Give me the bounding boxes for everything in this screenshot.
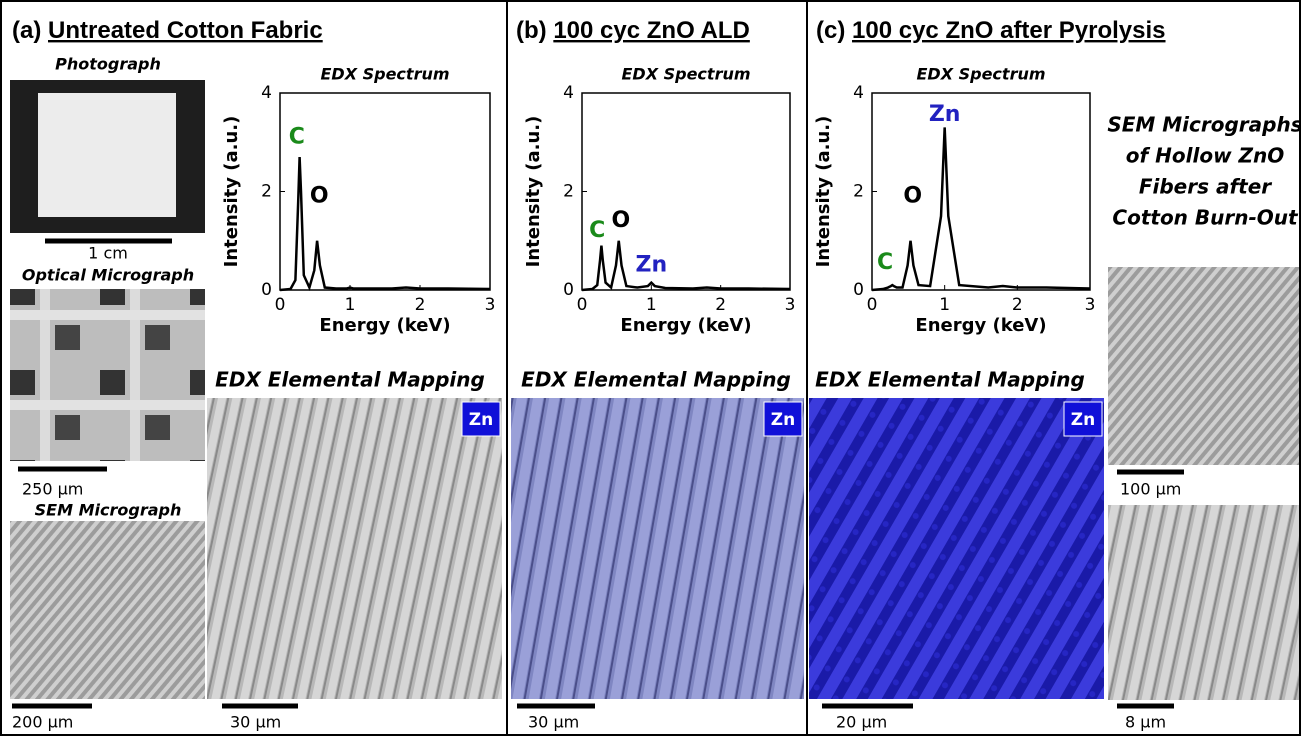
y-axis-label: Intensity (a.u.) bbox=[813, 116, 834, 268]
y-tick-label: 4 bbox=[261, 83, 272, 103]
scale-label: 8 µm bbox=[1125, 713, 1166, 732]
x-tick-label: 0 bbox=[275, 295, 286, 315]
peak-label: O bbox=[611, 208, 630, 233]
x-tick-label: 3 bbox=[1085, 295, 1096, 315]
x-tick-label: 3 bbox=[785, 295, 796, 315]
mapping-image bbox=[511, 398, 804, 699]
x-tick-label: 1 bbox=[939, 295, 950, 315]
x-tick-label: 1 bbox=[345, 295, 356, 315]
panel-title: (a) Untreated Cotton Fabric bbox=[12, 17, 323, 44]
caption: Optical Micrograph bbox=[22, 266, 194, 285]
scale-label: 250 µm bbox=[22, 480, 83, 499]
y-tick-label: 0 bbox=[853, 280, 864, 300]
scale-label: 20 µm bbox=[836, 713, 887, 732]
y-tick-label: 0 bbox=[563, 280, 574, 300]
caption: SEM Micrograph bbox=[35, 501, 182, 520]
peak-label: O bbox=[903, 183, 922, 208]
x-axis-label: Energy (keV) bbox=[319, 315, 450, 336]
x-tick-label: 2 bbox=[415, 295, 426, 315]
y-axis-label: Intensity (a.u.) bbox=[221, 116, 242, 268]
sem-image bbox=[1108, 505, 1299, 700]
x-axis-label: Energy (keV) bbox=[620, 315, 751, 336]
y-tick-label: 2 bbox=[261, 182, 272, 202]
y-axis-label: Intensity (a.u.) bbox=[523, 116, 544, 268]
spectrum-line bbox=[872, 127, 1090, 290]
x-tick-label: 2 bbox=[715, 295, 726, 315]
sem-image bbox=[1108, 267, 1299, 465]
x-tick-label: 0 bbox=[577, 295, 588, 315]
scale-label: 30 µm bbox=[230, 713, 281, 732]
badge-label: Zn bbox=[469, 410, 493, 430]
x-axis-label: Energy (keV) bbox=[915, 315, 1046, 336]
scale-label: 30 µm bbox=[528, 713, 579, 732]
peak-label: C bbox=[877, 250, 893, 275]
peak-label: C bbox=[589, 218, 605, 243]
caption: of Hollow ZnO bbox=[1126, 144, 1285, 168]
y-tick-label: 2 bbox=[563, 182, 574, 202]
peak-label: O bbox=[310, 183, 329, 208]
spectrum-line bbox=[280, 157, 490, 290]
y-tick-label: 4 bbox=[563, 83, 574, 103]
badge-label: Zn bbox=[1071, 410, 1095, 430]
fabric bbox=[38, 93, 176, 217]
x-tick-label: 2 bbox=[1012, 295, 1023, 315]
figure: (a) Untreated Cotton Fabric (b) 100 cyc … bbox=[0, 0, 1301, 736]
scale-label: 200 µm bbox=[12, 713, 73, 732]
caption: Fibers after bbox=[1139, 175, 1272, 199]
peak-label: C bbox=[289, 124, 305, 149]
optical-image bbox=[10, 289, 205, 461]
caption: SEM Micrographs bbox=[1107, 113, 1301, 137]
plot-frame bbox=[582, 93, 790, 290]
caption: EDX Elemental Mapping bbox=[521, 368, 791, 392]
y-tick-label: 2 bbox=[853, 182, 864, 202]
panel-title: (c) 100 cyc ZnO after Pyrolysis bbox=[816, 17, 1166, 44]
panel-title: (b) 100 cyc ZnO ALD bbox=[516, 17, 750, 44]
peak-label: Zn bbox=[636, 252, 668, 277]
y-tick-label: 4 bbox=[853, 83, 864, 103]
x-tick-label: 0 bbox=[867, 295, 878, 315]
scale-label: 100 µm bbox=[1120, 480, 1181, 499]
mapping-image bbox=[809, 398, 1104, 699]
x-tick-label: 3 bbox=[485, 295, 496, 315]
caption: EDX Elemental Mapping bbox=[815, 368, 1085, 392]
chart-title: EDX Spectrum bbox=[916, 65, 1045, 84]
spectrum-line bbox=[582, 241, 790, 290]
sem-image bbox=[10, 521, 205, 699]
scale-label: 1 cm bbox=[88, 244, 128, 263]
caption: Cotton Burn-Out bbox=[1112, 206, 1299, 230]
x-tick-label: 1 bbox=[646, 295, 657, 315]
caption: Photograph bbox=[55, 55, 161, 74]
mapping-image bbox=[207, 398, 502, 699]
badge-label: Zn bbox=[771, 410, 795, 430]
y-tick-label: 0 bbox=[261, 280, 272, 300]
caption: EDX Elemental Mapping bbox=[215, 368, 485, 392]
chart-title: EDX Spectrum bbox=[621, 65, 750, 84]
peak-label: Zn bbox=[929, 102, 961, 127]
chart-title: EDX Spectrum bbox=[320, 65, 449, 84]
